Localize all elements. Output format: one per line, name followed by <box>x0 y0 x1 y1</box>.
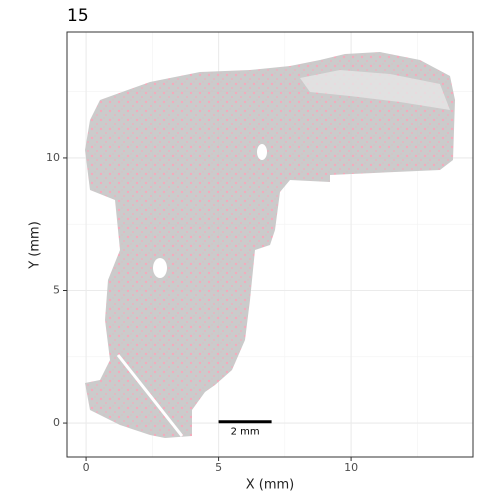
tissue-hole <box>257 144 267 160</box>
tissue-gap <box>116 354 184 437</box>
y-axis-title: Y (mm) <box>28 221 43 270</box>
chart-title: 15 <box>67 6 89 26</box>
y-tick-label: 5 <box>53 283 60 296</box>
tissue <box>85 52 455 438</box>
y-tick-label: 0 <box>53 416 60 429</box>
x-tick-label: 5 <box>215 461 222 474</box>
scale-bar-label: 2 mm <box>231 427 260 438</box>
x-tick-label: 10 <box>344 461 358 474</box>
tissue-section <box>85 52 455 438</box>
x-tick-label: 0 <box>83 461 90 474</box>
panel-border <box>66 31 474 458</box>
tissue-hole <box>153 258 167 278</box>
y-tick-label: 10 <box>46 151 60 164</box>
tissue-thin-region <box>300 70 450 110</box>
x-axis-title: X (mm) <box>246 478 295 493</box>
